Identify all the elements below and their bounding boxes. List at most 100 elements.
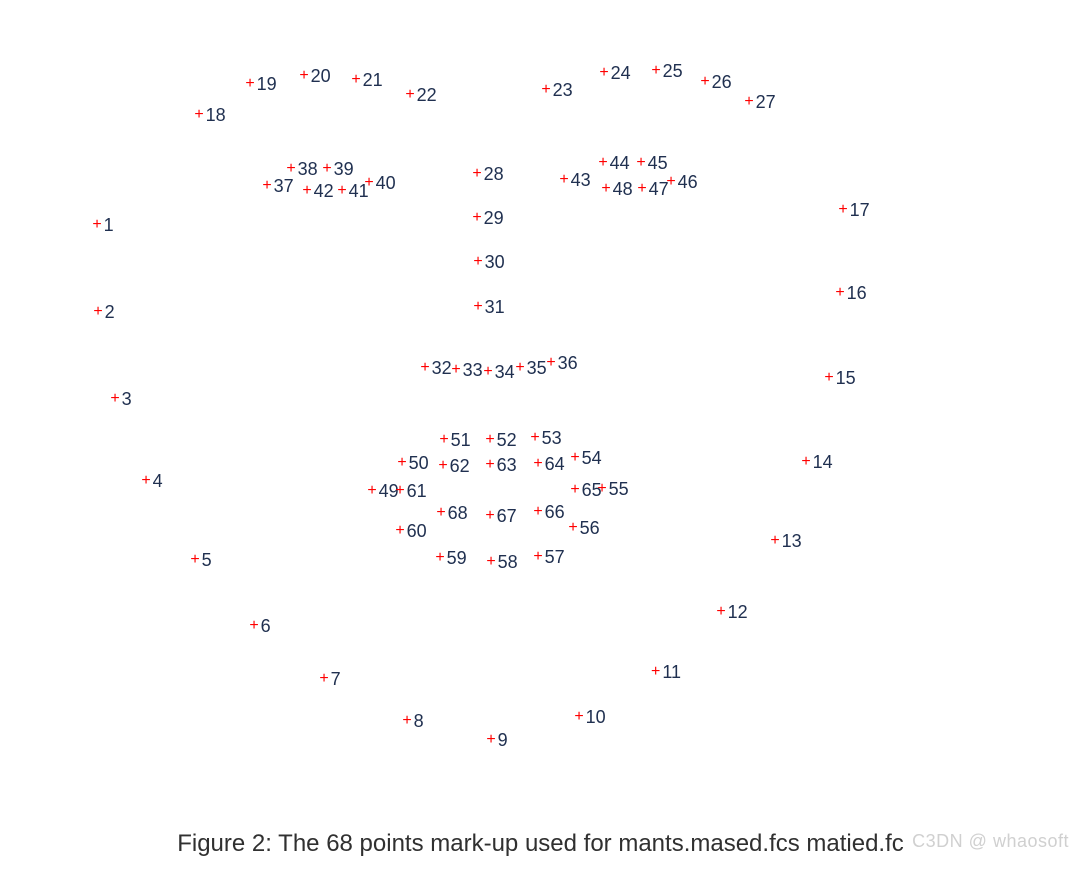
landmark-point-52: +52 [485,431,516,449]
landmark-marker-icon: + [435,550,444,566]
landmark-label: 4 [153,472,163,490]
landmark-label: 52 [497,431,517,449]
landmark-label: 13 [782,532,802,550]
landmark-marker-icon: + [395,523,404,539]
landmark-marker-icon: + [530,430,539,446]
landmark-marker-icon: + [194,107,203,123]
landmark-marker-icon: + [637,181,646,197]
landmark-point-67: +67 [485,507,516,525]
landmark-label: 2 [105,303,115,321]
landmark-label: 40 [376,174,396,192]
landmark-marker-icon: + [651,664,660,680]
landmark-label: 51 [451,431,471,449]
landmark-point-49: +49 [367,482,398,500]
landmark-label: 5 [202,551,212,569]
landmark-label: 30 [485,253,505,271]
landmark-point-17: +17 [838,201,869,219]
landmark-marker-icon: + [601,181,610,197]
landmark-label: 32 [432,359,452,377]
landmark-point-56: +56 [568,519,599,537]
landmark-label: 39 [334,160,354,178]
landmark-label: 12 [728,603,748,621]
landmark-point-9: +9 [486,731,507,749]
landmark-point-11: +11 [651,663,681,681]
landmark-label: 61 [407,482,427,500]
landmark-label: 67 [497,507,517,525]
landmark-label: 66 [545,503,565,521]
landmark-label: 21 [363,71,383,89]
landmark-label: 22 [417,86,437,104]
landmark-point-37: +37 [262,177,293,195]
landmark-point-41: +41 [337,182,368,200]
landmark-point-6: +6 [249,617,270,635]
landmark-marker-icon: + [402,713,411,729]
landmark-label: 60 [407,522,427,540]
landmark-marker-icon: + [570,450,579,466]
landmark-label: 9 [498,731,508,749]
landmark-point-40: +40 [364,174,395,192]
landmark-point-34: +34 [483,363,514,381]
landmark-marker-icon: + [438,458,447,474]
landmark-marker-icon: + [835,285,844,301]
landmark-marker-icon: + [568,520,577,536]
landmark-label: 14 [813,453,833,471]
landmark-point-18: +18 [194,106,225,124]
landmark-point-64: +64 [533,455,564,473]
landmark-marker-icon: + [486,554,495,570]
landmark-label: 23 [553,81,573,99]
landmark-label: 33 [463,361,483,379]
landmark-marker-icon: + [651,63,660,79]
landmark-point-53: +53 [530,429,561,447]
landmark-point-33: +33 [451,361,482,379]
landmark-point-8: +8 [402,712,423,730]
landmark-point-68: +68 [436,504,467,522]
landmark-point-26: +26 [700,73,731,91]
landmark-label: 59 [447,549,467,567]
landmark-marker-icon: + [838,202,847,218]
landmark-marker-icon: + [319,671,328,687]
landmark-point-7: +7 [319,670,340,688]
landmark-point-31: +31 [473,298,504,316]
landmark-point-32: +32 [420,359,451,377]
landmark-label: 19 [257,75,277,93]
landmark-marker-icon: + [322,161,331,177]
landmark-label: 37 [274,177,294,195]
landmark-marker-icon: + [249,618,258,634]
landmark-marker-icon: + [245,76,254,92]
landmark-point-60: +60 [395,522,426,540]
landmark-label: 55 [609,480,629,498]
landmark-label: 34 [495,363,515,381]
landmark-point-39: +39 [322,160,353,178]
landmark-marker-icon: + [473,299,482,315]
landmark-marker-icon: + [351,72,360,88]
landmark-label: 10 [586,708,606,726]
landmark-point-46: +46 [666,173,697,191]
landmark-marker-icon: + [485,508,494,524]
landmark-label: 48 [613,180,633,198]
landmark-marker-icon: + [395,483,404,499]
landmark-label: 25 [663,62,683,80]
landmark-point-23: +23 [541,81,572,99]
landmark-marker-icon: + [92,217,101,233]
landmark-point-22: +22 [405,86,436,104]
landmark-point-54: +54 [570,449,601,467]
landmark-marker-icon: + [420,360,429,376]
landmark-label: 44 [610,154,630,172]
landmark-marker-icon: + [286,161,295,177]
landmark-marker-icon: + [533,549,542,565]
landmark-label: 45 [648,154,668,172]
landmark-point-21: +21 [351,71,382,89]
landmark-marker-icon: + [337,183,346,199]
landmark-label: 7 [331,670,341,688]
landmark-marker-icon: + [302,183,311,199]
landmark-marker-icon: + [515,360,524,376]
landmark-marker-icon: + [574,709,583,725]
landmark-marker-icon: + [533,504,542,520]
landmark-point-59: +59 [435,549,466,567]
landmark-point-66: +66 [533,503,564,521]
landmark-label: 63 [497,456,517,474]
landmark-marker-icon: + [483,364,492,380]
landmark-point-10: +10 [574,708,605,726]
landmark-marker-icon: + [141,473,150,489]
landmark-label: 17 [850,201,870,219]
